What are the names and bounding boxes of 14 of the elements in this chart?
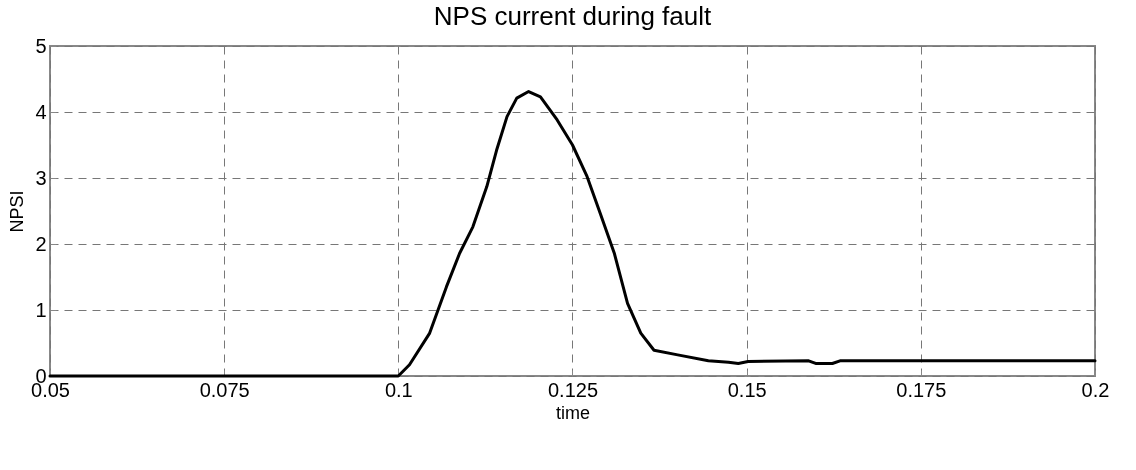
y-tick-label: 1 (35, 298, 47, 321)
y-tick-label: 2 (35, 232, 47, 255)
y-tick-label: 3 (35, 166, 47, 189)
x-tick-label: 0.125 (547, 378, 599, 401)
x-tick-label: 0.1 (384, 378, 413, 401)
x-axis-title: time (555, 402, 591, 423)
chart-title: NPS current during fault (433, 1, 713, 31)
y-axis-title: NPSI (7, 190, 28, 233)
x-tick-label: 0.175 (896, 378, 947, 401)
y-tick-label: 5 (35, 34, 47, 57)
x-tick-label: 0.15 (727, 378, 767, 401)
x-tick-label: 0.2 (1081, 378, 1110, 401)
x-tick-label: 0.075 (199, 378, 250, 401)
y-tick-label: 4 (35, 100, 47, 123)
